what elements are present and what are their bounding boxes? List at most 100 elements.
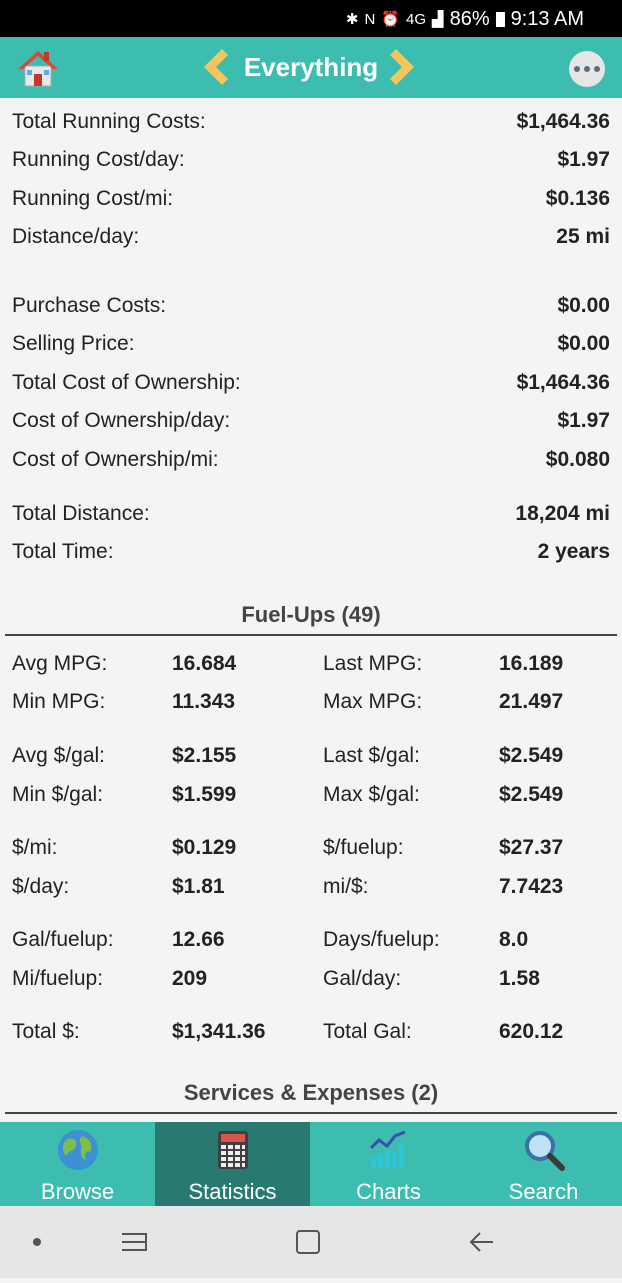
summary-value: $0.00	[557, 332, 610, 355]
summary-label: Distance/day:	[12, 225, 140, 248]
nav-label: Statistics	[188, 1179, 277, 1204]
nfc-icon: N	[364, 10, 376, 28]
stat-label: Avg MPG:	[12, 652, 108, 675]
fuelups-heading: Fuel-Ups (49)	[241, 602, 381, 627]
page-title: Everything	[243, 52, 379, 82]
network-type: 4G	[406, 10, 427, 28]
summary-row: Selling Price: $0.00	[12, 332, 610, 362]
stat-label: Gal/day:	[323, 967, 402, 990]
stat-value: 1.58	[499, 967, 540, 990]
status-bar: ✱ N ⏰ 4G ▟ 86% 9:13 AM	[0, 0, 622, 37]
stat-value: 12.66	[172, 928, 225, 951]
magnifier-icon	[525, 1131, 565, 1171]
summary-label: Total Running Costs:	[12, 110, 206, 133]
recents-icon	[122, 1233, 147, 1251]
stat-value: $1.81	[172, 875, 225, 898]
summary-row: Running Cost/day: $1.97	[12, 148, 610, 178]
fuelup-stat-row: Avg $/gal: $2.155 Last $/gal: $2.549	[12, 744, 612, 774]
nav-charts[interactable]: Charts	[311, 1122, 466, 1206]
battery-percent: 86%	[449, 8, 490, 30]
summary-label: Running Cost/day:	[12, 148, 185, 171]
fuelup-stat-row: Min $/gal: $1.599 Max $/gal: $2.549	[12, 783, 612, 813]
summary-value: $0.136	[545, 187, 610, 210]
fuelup-stat-row: Min MPG: 11.343 Max MPG: 21.497	[12, 690, 612, 720]
battery-icon	[495, 12, 505, 27]
nav-browse[interactable]: Browse	[0, 1122, 155, 1206]
bottom-nav: Browse Statistics Charts	[0, 1122, 622, 1206]
stat-label: Avg $/gal:	[12, 744, 106, 767]
calculator-icon	[218, 1131, 248, 1169]
previous-arrow-button[interactable]	[200, 47, 230, 87]
more-dot-icon	[574, 66, 580, 72]
clock: 9:13 AM	[510, 8, 584, 30]
next-arrow-button[interactable]	[388, 47, 418, 87]
services-heading: Services & Expenses (2)	[183, 1080, 439, 1105]
chart-icon	[369, 1130, 406, 1168]
home-button[interactable]	[16, 48, 60, 88]
stat-label: Mi/fuelup:	[12, 967, 104, 990]
summary-label: Purchase Costs:	[12, 294, 167, 317]
stat-label: Max MPG:	[323, 690, 423, 713]
stat-value: $2.549	[499, 783, 564, 806]
fuelup-stat-row: Total $: $1,341.36 Total Gal: 620.12	[12, 1020, 612, 1050]
stat-label: Last MPG:	[323, 652, 423, 675]
nav-statistics[interactable]: Statistics	[155, 1122, 310, 1206]
bluetooth-icon: ✱	[345, 10, 359, 28]
globe-icon	[58, 1130, 98, 1170]
more-options-button[interactable]	[569, 51, 605, 87]
summary-label: Total Distance:	[12, 502, 150, 525]
chevron-left-icon	[204, 49, 228, 85]
recents-button[interactable]	[122, 1233, 147, 1251]
stat-value: 620.12	[499, 1020, 564, 1043]
back-button[interactable]	[469, 1232, 493, 1252]
summary-row: Distance/day: 25 mi	[12, 225, 610, 255]
summary-value: $1,464.36	[516, 371, 610, 394]
section-divider	[5, 1112, 617, 1114]
stat-value: 209	[172, 967, 208, 990]
stat-label: Last $/gal:	[323, 744, 420, 767]
stat-label: Gal/fuelup:	[12, 928, 114, 951]
stat-value: $2.155	[172, 744, 237, 767]
nav-label: Search	[508, 1179, 579, 1204]
alarm-icon: ⏰	[381, 10, 401, 28]
stat-label: Min $/gal:	[12, 783, 104, 806]
summary-value: $1.97	[557, 409, 610, 432]
summary-label: Total Time:	[12, 540, 114, 563]
statistics-content[interactable]: Total Running Costs: $1,464.36 Running Co…	[0, 98, 622, 1122]
summary-row: Total Time: 2 years	[12, 540, 610, 570]
stat-value: 11.343	[172, 690, 236, 713]
system-nav-bar	[0, 1206, 622, 1278]
stat-label: Total $:	[12, 1020, 80, 1043]
summary-label: Cost of Ownership/day:	[12, 409, 231, 432]
home-system-button[interactable]	[296, 1230, 320, 1254]
stat-value: $1.599	[172, 783, 237, 806]
stat-value: 7.7423	[499, 875, 564, 898]
chevron-right-icon	[390, 49, 414, 85]
signal-icon: ▟	[432, 10, 444, 28]
more-dot-icon	[584, 66, 590, 72]
nav-search[interactable]: Search	[466, 1122, 621, 1206]
stat-label: Max $/gal:	[323, 783, 420, 806]
summary-value: $0.080	[545, 448, 610, 471]
summary-value: 2 years	[537, 540, 610, 563]
stat-value: 16.684	[172, 652, 237, 675]
summary-row: Total Running Costs: $1,464.36	[12, 110, 610, 140]
stat-value: $1,341.36	[172, 1020, 266, 1043]
summary-value: $1.97	[557, 148, 610, 171]
fuelup-stat-row: Avg MPG: 16.684 Last MPG: 16.189	[12, 652, 612, 682]
fuelup-stat-row: Mi/fuelup: 209 Gal/day: 1.58	[12, 967, 612, 997]
nav-label: Browse	[40, 1179, 115, 1204]
dot-indicator-icon	[33, 1238, 41, 1246]
stat-value: $0.129	[172, 836, 237, 859]
summary-row: Cost of Ownership/mi: $0.080	[12, 448, 610, 478]
stat-label: $/day:	[12, 875, 70, 898]
stat-label: mi/$:	[323, 875, 369, 898]
summary-label: Selling Price:	[12, 332, 135, 355]
nav-label: Charts	[356, 1179, 421, 1204]
stat-value: 21.497	[499, 690, 564, 713]
stat-label: Days/fuelup:	[323, 928, 440, 951]
stat-value: 16.189	[499, 652, 564, 675]
summary-value: $0.00	[557, 294, 610, 317]
home-square-icon	[296, 1230, 320, 1254]
stat-label: Total Gal:	[323, 1020, 412, 1043]
